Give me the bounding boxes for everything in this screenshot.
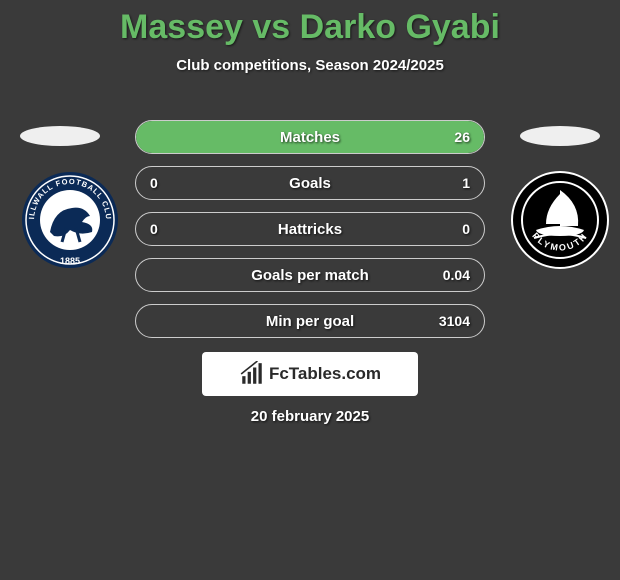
stats-column: Matches260Goals10Hattricks0Goals per mat… <box>135 120 485 350</box>
club-crest-right: PLYMOUTH <box>510 178 610 262</box>
stat-right-value: 0.04 <box>443 259 470 291</box>
stat-label: Min per goal <box>136 305 484 337</box>
stat-row: Goals per match0.04 <box>135 258 485 292</box>
stat-right-value: 26 <box>454 121 470 153</box>
stat-label: Hattricks <box>136 213 484 245</box>
plymouth-crest-icon: PLYMOUTH <box>510 170 610 270</box>
stat-right-value: 3104 <box>439 305 470 337</box>
shadow-disc-right <box>520 126 600 146</box>
millwall-crest-icon: 1885 MILLWALL FOOTBALL CLUB <box>20 170 120 270</box>
stat-label: Matches <box>136 121 484 153</box>
stat-row: 0Hattricks0 <box>135 212 485 246</box>
stat-label: Goals per match <box>136 259 484 291</box>
shadow-disc-left <box>20 126 100 146</box>
subtitle: Club competitions, Season 2024/2025 <box>0 57 620 74</box>
crest-year-text: 1885 <box>60 256 80 266</box>
date-text: 20 february 2025 <box>0 408 620 425</box>
stat-row: 0Goals1 <box>135 166 485 200</box>
chart-icon <box>239 361 265 387</box>
stat-right-value: 0 <box>462 213 470 245</box>
page-title: Massey vs Darko Gyabi <box>0 0 620 47</box>
stat-row: Min per goal3104 <box>135 304 485 338</box>
stat-row: Matches26 <box>135 120 485 154</box>
stat-right-value: 1 <box>462 167 470 199</box>
attribution-text: FcTables.com <box>269 364 381 384</box>
stat-label: Goals <box>136 167 484 199</box>
attribution-badge: FcTables.com <box>202 352 418 396</box>
club-crest-left: 1885 MILLWALL FOOTBALL CLUB <box>20 178 120 262</box>
